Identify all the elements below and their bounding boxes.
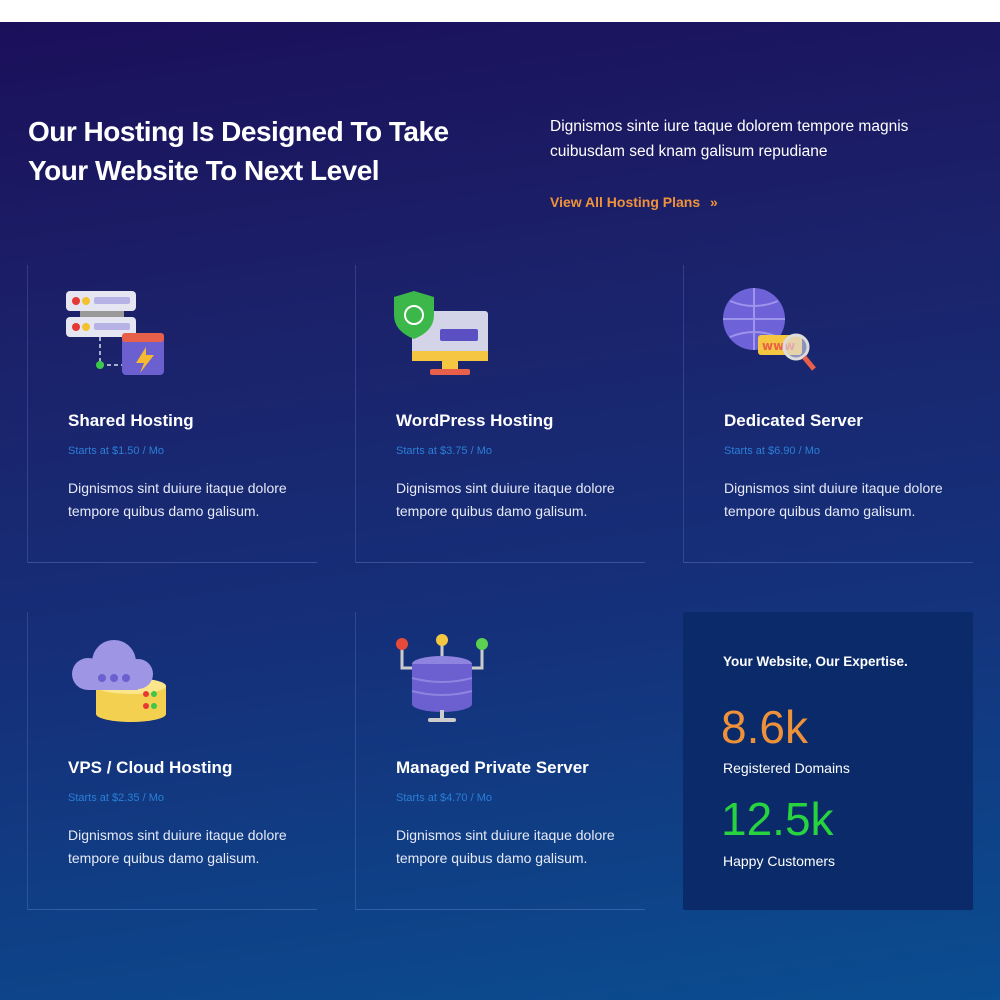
stat-label-domains: Registered Domains [723,760,850,776]
plan-description: Dignismos sint duiure itaque dolore temp… [724,480,943,519]
stats-panel: Your Website, Our Expertise. 8.6k Regist… [683,612,973,910]
plan-price: Starts at $2.35 / Mo [68,792,164,804]
plan-title: Managed Private Server [396,758,589,777]
hosting-section: Our Hosting Is Designed To Take Your Web… [0,22,1000,1000]
view-all-plans-link[interactable]: View All Hosting Plans » [550,194,718,210]
plan-price: Starts at $4.70 / Mo [396,792,492,804]
stat-label-customers: Happy Customers [723,853,836,869]
monitor-shield-icon [394,291,488,375]
plan-title: VPS / Cloud Hosting [68,758,233,777]
server-lightning-icon [66,291,164,375]
stat-value-domains: 8.6k [721,701,808,753]
link-label: View All Hosting Plans [550,194,701,210]
stat-value-customers: 12.5k [721,793,834,845]
plan-title: Dedicated Server [724,411,863,430]
plan-price: Starts at $1.50 / Mo [68,445,164,457]
plan-title: Shared Hosting [68,411,194,430]
plan-card-wordpress[interactable]: WordPress Hosting Starts at $3.75 / Mo D… [355,265,645,563]
plan-card-shared[interactable]: Shared Hosting Starts at $1.50 / Mo Dign… [27,265,317,563]
cloud-database-icon [72,640,166,722]
plan-card-managed[interactable]: Managed Private Server Starts at $4.70 /… [355,612,645,910]
plan-card-dedicated[interactable]: www Dedicated Server Starts at $6.90 / M… [683,265,973,563]
plan-description: Dignismos sint duiure itaque dolore temp… [68,827,287,866]
double-chevron-right-icon: » [710,194,718,210]
plan-description: Dignismos sint duiure itaque dolore temp… [396,480,615,519]
globe-www-icon: www [723,288,816,371]
plan-price: Starts at $3.75 / Mo [396,445,492,457]
section-intro: Dignismos sinte iure taque dolorem tempo… [550,118,909,160]
plan-description: Dignismos sint duiure itaque dolore temp… [68,480,287,519]
plan-title: WordPress Hosting [396,411,554,430]
plan-card-vps[interactable]: VPS / Cloud Hosting Starts at $2.35 / Mo… [27,612,317,910]
database-network-icon [396,634,488,722]
section-title: Our Hosting Is Designed To Take Your Web… [28,116,449,186]
stats-heading: Your Website, Our Expertise. [723,654,908,669]
plan-price: Starts at $6.90 / Mo [724,445,820,457]
plan-description: Dignismos sint duiure itaque dolore temp… [396,827,615,866]
